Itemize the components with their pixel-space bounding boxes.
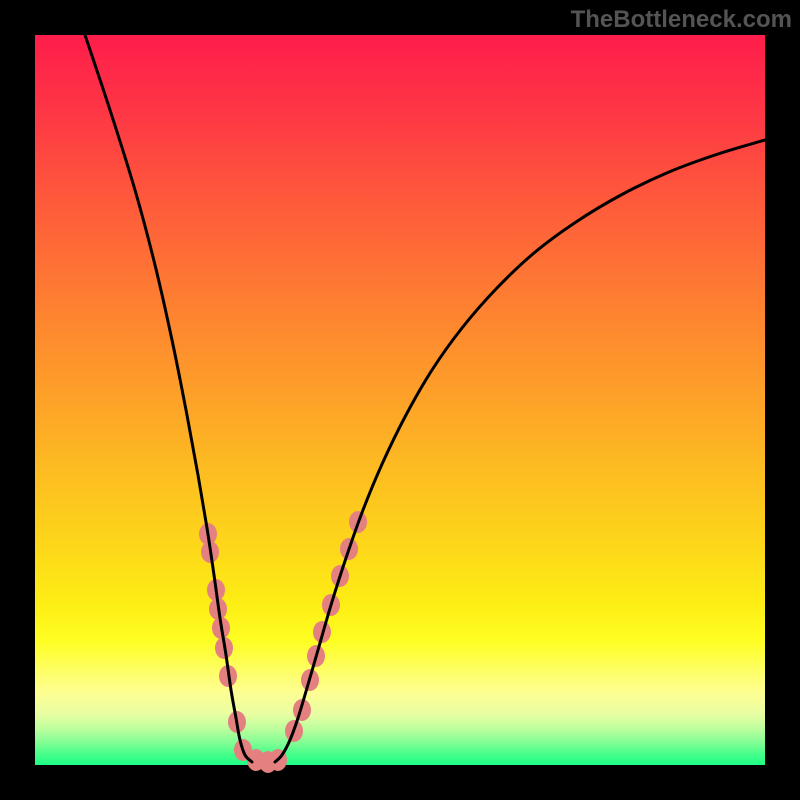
gradient-plot-area bbox=[35, 35, 765, 765]
watermark-text: TheBottleneck.com bbox=[571, 6, 792, 34]
chart-root: TheBottleneck.com bbox=[0, 0, 800, 800]
